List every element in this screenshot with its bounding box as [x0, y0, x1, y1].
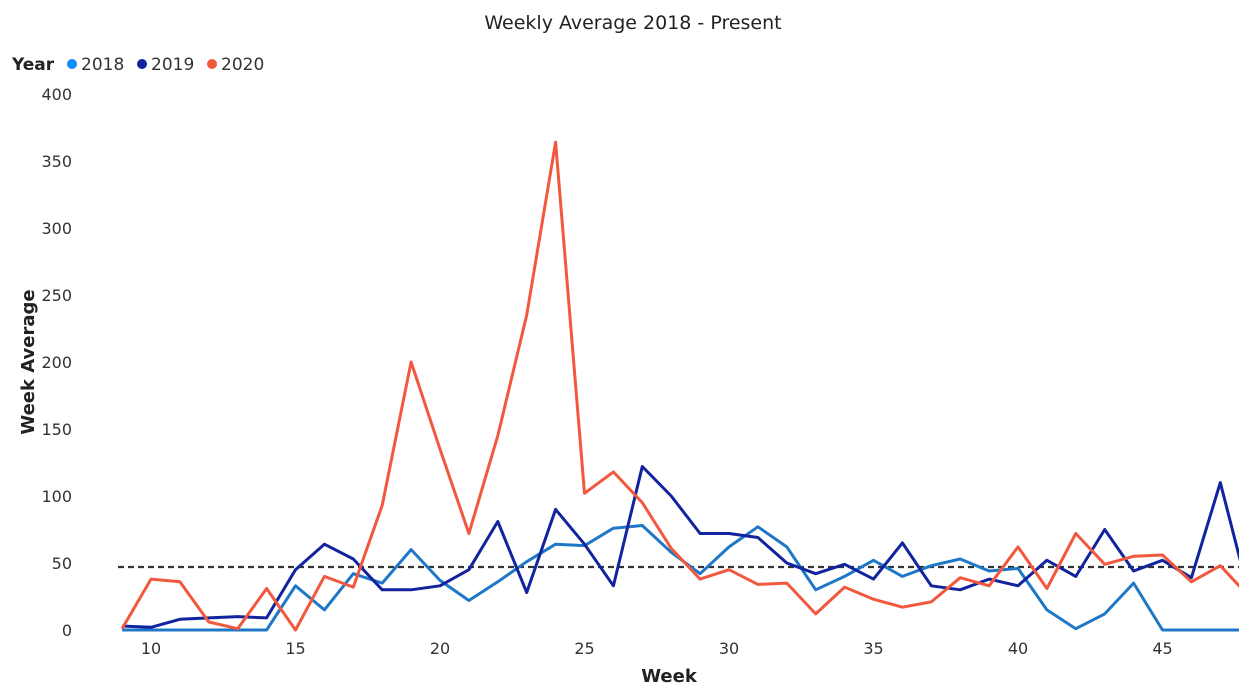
y-tick-label: 350 [41, 152, 72, 171]
y-axis-ticks: 0 50 100 150 200 250 300 350 400 [41, 85, 72, 640]
y-axis-label: Week Average [18, 289, 39, 434]
x-tick-label: 40 [1008, 639, 1028, 658]
x-axis-label: Week [641, 666, 698, 683]
x-axis-ticks: 10 15 20 25 30 35 40 45 [141, 639, 1173, 658]
legend: Year 2018 2019 2020 [11, 55, 264, 75]
y-tick-label: 150 [41, 420, 72, 439]
legend-marker-2020 [207, 59, 217, 69]
x-tick-label: 15 [285, 639, 305, 658]
x-tick-label: 45 [1152, 639, 1172, 658]
x-tick-label: 35 [863, 639, 883, 658]
legend-label-2018: 2018 [81, 55, 124, 75]
legend-label-2019: 2019 [151, 55, 194, 75]
y-tick-label: 50 [52, 554, 72, 573]
y-tick-label: 400 [41, 85, 72, 104]
legend-marker-2018 [67, 59, 77, 69]
series-line-2019 [122, 465, 1239, 629]
x-tick-label: 25 [574, 639, 594, 658]
legend-title: Year [11, 55, 55, 75]
legend-marker-2019 [137, 59, 147, 69]
series-line-2020 [120, 140, 1239, 632]
y-tick-label: 100 [41, 487, 72, 506]
chart-title: Weekly Average 2018 - Present [484, 12, 781, 34]
y-tick-label: 0 [62, 621, 72, 640]
x-tick-label: 30 [719, 639, 739, 658]
y-tick-label: 250 [41, 286, 72, 305]
series-layer [120, 140, 1239, 632]
legend-label-2020: 2020 [221, 55, 264, 75]
x-tick-label: 20 [430, 639, 450, 658]
x-tick-label: 10 [141, 639, 161, 658]
y-tick-label: 300 [41, 219, 72, 238]
y-tick-label: 200 [41, 353, 72, 372]
